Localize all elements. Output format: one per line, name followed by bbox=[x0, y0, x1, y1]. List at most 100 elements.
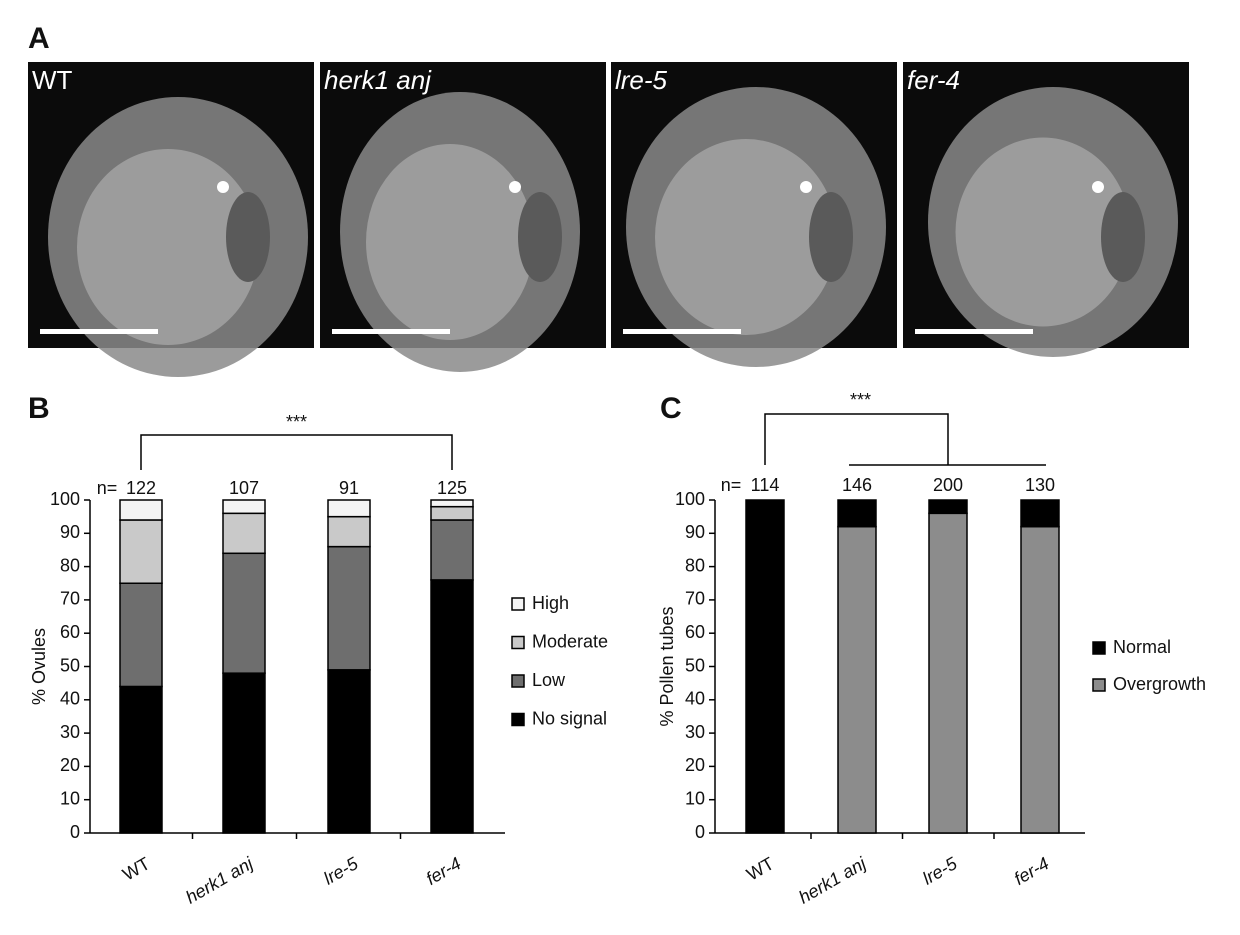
nucleus bbox=[217, 181, 229, 193]
y-tick-label: 10 bbox=[60, 788, 80, 808]
bar-segment bbox=[1020, 525, 1060, 834]
bar-segment bbox=[119, 582, 163, 688]
y-tick-label: 80 bbox=[60, 555, 80, 575]
bar-segment bbox=[837, 525, 877, 834]
scale-bar bbox=[332, 329, 450, 334]
y-tick-label: 20 bbox=[60, 755, 80, 775]
legend-label: Moderate bbox=[532, 631, 608, 651]
y-tick-label: 20 bbox=[685, 755, 705, 775]
bar-segment bbox=[327, 515, 371, 548]
panel-label: C bbox=[660, 392, 682, 425]
legend-label: No signal bbox=[532, 708, 607, 728]
x-tick-label: herk1 anj bbox=[795, 853, 870, 908]
sample-size: 114 bbox=[751, 475, 780, 495]
nucleus bbox=[1092, 181, 1104, 193]
y-tick-label: 100 bbox=[675, 489, 705, 509]
legend-swatch bbox=[1092, 678, 1106, 692]
y-tick-label: 10 bbox=[685, 788, 705, 808]
bar-segment bbox=[119, 499, 163, 521]
x-tick-label: WT bbox=[119, 853, 153, 884]
x-tick-label: lre-5 bbox=[320, 853, 362, 889]
legend-label: Low bbox=[532, 670, 566, 690]
y-tick-label: 70 bbox=[685, 589, 705, 609]
legend-swatch bbox=[511, 635, 525, 650]
ovule-core bbox=[655, 139, 837, 335]
bar-segment bbox=[222, 512, 266, 555]
sample-size: 125 bbox=[437, 478, 467, 498]
y-tick-label: 60 bbox=[685, 622, 705, 642]
significance-label: *** bbox=[286, 412, 307, 432]
y-tick-label: 50 bbox=[685, 655, 705, 675]
y-tick-label: 30 bbox=[60, 722, 80, 742]
x-tick-label: fer-4 bbox=[423, 853, 465, 889]
bar-segment bbox=[327, 669, 371, 834]
image-label: fer-4 bbox=[907, 65, 960, 95]
image-label: lre-5 bbox=[615, 65, 668, 95]
ovule-core bbox=[366, 144, 534, 340]
image-label: herk1 anj bbox=[324, 65, 432, 95]
bar-segment bbox=[837, 499, 877, 528]
bar-segment bbox=[222, 552, 266, 674]
sample-size-prefix: n= bbox=[97, 478, 118, 498]
embryo-sac bbox=[809, 192, 853, 282]
bar-segment bbox=[119, 685, 163, 834]
sample-size: 122 bbox=[126, 478, 156, 498]
panel-label: B bbox=[28, 392, 50, 425]
bar-segment bbox=[928, 499, 968, 515]
scale-bar bbox=[915, 329, 1033, 334]
bar-segment bbox=[430, 519, 474, 581]
scale-bar bbox=[623, 329, 741, 334]
y-axis-label: % Pollen tubes bbox=[657, 606, 677, 726]
sample-size: 91 bbox=[339, 478, 359, 498]
y-tick-label: 0 bbox=[695, 822, 705, 842]
bar-segment bbox=[928, 512, 968, 834]
significance-bracket bbox=[764, 413, 949, 465]
significance-label: *** bbox=[850, 390, 871, 410]
x-tick-label: lre-5 bbox=[919, 853, 961, 889]
scale-bar bbox=[40, 329, 158, 334]
y-tick-label: 60 bbox=[60, 622, 80, 642]
y-tick-label: 40 bbox=[60, 689, 80, 709]
y-tick-label: 80 bbox=[685, 555, 705, 575]
legend-label: High bbox=[532, 593, 569, 613]
bar-segment bbox=[430, 505, 474, 521]
sample-size: 200 bbox=[933, 475, 963, 495]
sample-size-prefix: n= bbox=[721, 475, 742, 495]
y-tick-label: 90 bbox=[685, 522, 705, 542]
y-tick-label: 50 bbox=[60, 655, 80, 675]
bar-segment bbox=[327, 545, 371, 671]
y-tick-label: 70 bbox=[60, 589, 80, 609]
y-tick-label: 100 bbox=[50, 489, 80, 509]
embryo-sac bbox=[518, 192, 562, 282]
nucleus bbox=[509, 181, 521, 193]
bar-segment bbox=[745, 499, 785, 834]
bar-segment bbox=[327, 499, 371, 518]
bar-segment bbox=[430, 579, 474, 834]
embryo-sac bbox=[1101, 192, 1145, 282]
legend-swatch bbox=[511, 674, 525, 688]
legend-swatch bbox=[511, 712, 525, 727]
legend-swatch bbox=[1092, 641, 1106, 655]
panel-label: A bbox=[28, 22, 50, 55]
y-tick-label: 90 bbox=[60, 522, 80, 542]
y-tick-label: 0 bbox=[70, 822, 80, 842]
sample-size: 130 bbox=[1025, 475, 1055, 495]
sample-size: 146 bbox=[842, 475, 872, 495]
ovule-core bbox=[955, 137, 1131, 327]
image-label: WT bbox=[32, 65, 73, 95]
x-tick-label: WT bbox=[743, 853, 777, 884]
legend-swatch bbox=[511, 597, 525, 611]
bar-segment bbox=[222, 672, 266, 834]
embryo-sac bbox=[226, 192, 270, 282]
bar-segment bbox=[222, 499, 266, 515]
legend-label: Normal bbox=[1113, 637, 1171, 657]
y-tick-label: 30 bbox=[685, 722, 705, 742]
y-tick-label: 40 bbox=[685, 689, 705, 709]
ovule-core bbox=[77, 149, 259, 345]
bar-segment bbox=[430, 499, 474, 508]
sample-size: 107 bbox=[229, 478, 259, 498]
y-axis-label: % Ovules bbox=[29, 628, 49, 705]
bar-segment bbox=[119, 519, 163, 584]
x-tick-label: herk1 anj bbox=[182, 853, 257, 908]
